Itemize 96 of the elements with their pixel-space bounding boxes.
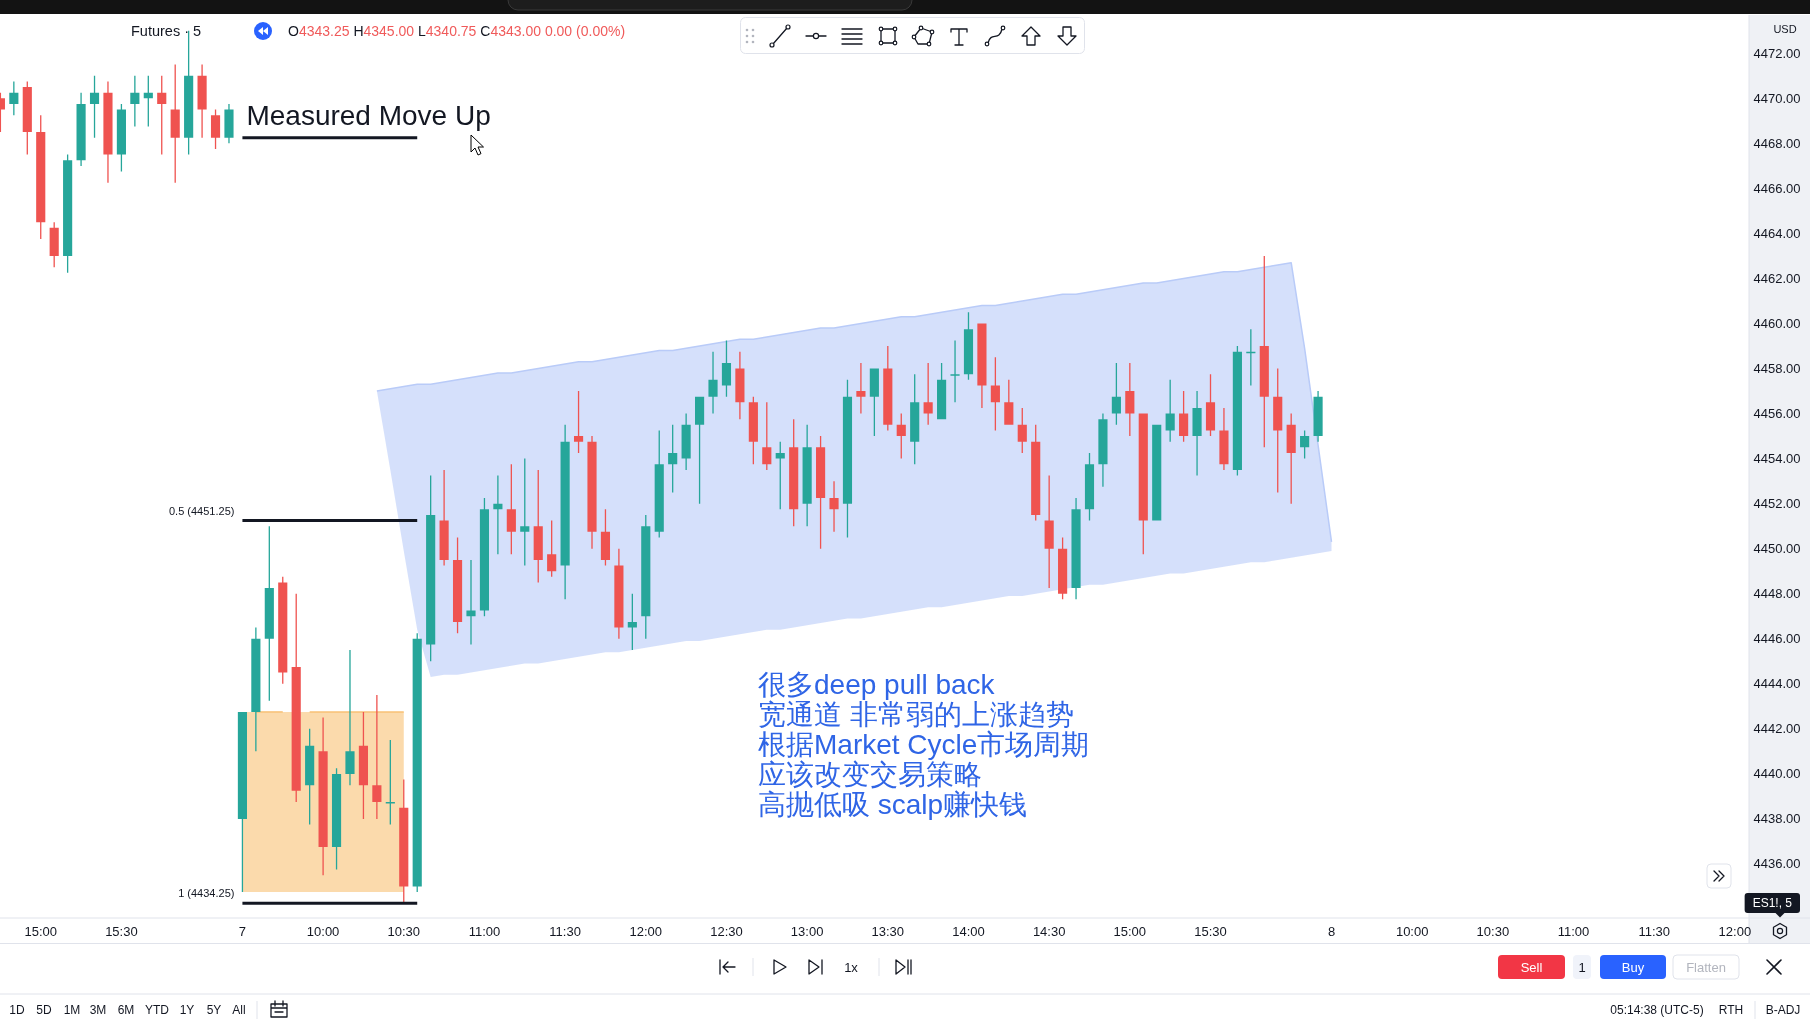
y-tick-label: 4462.00 <box>1753 270 1801 286</box>
x-tick-label: 13:00 <box>790 923 824 939</box>
annotation: 宽通道 非常弱的上涨趋势 <box>758 699 1074 730</box>
candlestick <box>1098 413 1108 487</box>
candlestick <box>735 351 745 420</box>
text: O4343.25 H4345.00 L4340.75 C4343.00 0.00 (0.00%) <box>288 23 626 39</box>
candlestick <box>950 340 960 403</box>
candlestick <box>856 362 866 414</box>
y-tick-label: 4456.00 <box>1753 406 1801 422</box>
x-tick-label: 13:30 <box>871 923 905 939</box>
x-tick-label: 15:30 <box>105 923 138 939</box>
text: Futures · 5 <box>131 23 202 39</box>
tooltip: ES1!, 5 <box>1744 893 1800 918</box>
candlestick <box>977 323 987 408</box>
text: 05:14:38 (UTC-5) <box>1610 1003 1704 1017</box>
x-tick-label: 10:30 <box>387 923 421 939</box>
y-tick-label: 4466.00 <box>1753 180 1801 196</box>
candlestick <box>466 559 476 645</box>
y-tick-label: 4438.00 <box>1753 811 1801 827</box>
candlestick <box>1219 407 1229 470</box>
text: 1Y <box>179 1003 195 1017</box>
x-tick-label: 12:30 <box>710 923 743 939</box>
y-tick-label: 4458.00 <box>1753 361 1801 377</box>
button: Buy <box>1600 955 1666 979</box>
text: 5D <box>36 1003 52 1017</box>
y-tick-label: 4450.00 <box>1753 541 1801 557</box>
candlestick <box>318 717 328 876</box>
candlestick <box>1071 498 1081 600</box>
x-tick-label: 15:00 <box>24 923 58 939</box>
text: YTD <box>145 1003 170 1017</box>
x-tick-label: 15:30 <box>1194 923 1227 939</box>
text: 5Y <box>206 1003 222 1017</box>
series-label: Measured Move Up <box>246 99 491 131</box>
x-tick-label: 14:30 <box>1032 923 1066 939</box>
y-tick-label: 4472.00 <box>1753 45 1801 61</box>
series-label: 1 (4434.25) <box>178 887 235 900</box>
y-tick-label: 4460.00 <box>1753 316 1801 332</box>
candlestick <box>681 413 691 470</box>
candlestick <box>829 481 839 532</box>
y-tick-label: 4442.00 <box>1753 721 1801 737</box>
x-tick-label: 8 <box>1327 923 1336 939</box>
y-tick-label: 4440.00 <box>1753 766 1801 782</box>
text: 6M <box>117 1003 135 1017</box>
text: 1D <box>9 1003 25 1017</box>
x-tick-label: 15:00 <box>1113 923 1147 939</box>
x-tick-label: 11:00 <box>468 923 501 939</box>
x-tick-label: 10:00 <box>306 923 340 939</box>
y-tick-label: 4448.00 <box>1753 586 1801 602</box>
x-tick-label: 10:30 <box>1476 923 1510 939</box>
text: All <box>232 1003 246 1017</box>
text: 3M <box>89 1003 107 1017</box>
y-tick-label: 4468.00 <box>1753 135 1801 151</box>
y-tick-label: 4446.00 <box>1753 631 1801 647</box>
series-label: 0.5 (4451.25) <box>168 504 235 517</box>
candlestick <box>345 650 355 786</box>
y-tick-label: 4436.00 <box>1753 856 1801 872</box>
text: RTH <box>1718 1003 1744 1017</box>
candlestick <box>1313 391 1323 442</box>
y-tick-label: 4470.00 <box>1753 90 1801 106</box>
annotation: 很多deep pull back <box>758 669 996 700</box>
text: 1x <box>844 959 859 975</box>
y-tick-label: 4454.00 <box>1753 451 1801 467</box>
y-tick-label: 4444.00 <box>1753 676 1801 692</box>
candlestick <box>130 75 140 127</box>
x-tick-label: 12:00 <box>629 923 663 939</box>
candlestick <box>103 81 113 183</box>
candlestick <box>251 627 261 752</box>
x-tick-label: 11:30 <box>549 923 581 939</box>
x-tick-label: 10:00 <box>1395 923 1429 939</box>
candlestick <box>802 424 812 527</box>
x-tick-label: 14:00 <box>952 923 985 939</box>
text: B-ADJ <box>1765 1003 1801 1017</box>
x-tick-label: 7 <box>238 923 247 939</box>
candlestick <box>493 475 503 555</box>
candlestick <box>1192 391 1202 476</box>
candlestick <box>587 436 597 549</box>
annotation: 应该改变交易策略 <box>758 759 982 790</box>
candlestick <box>372 695 382 819</box>
candlestick <box>614 548 624 639</box>
candlestick <box>197 64 207 138</box>
x-tick-label: 11:00 <box>1557 923 1590 939</box>
y-tick-label: 4452.00 <box>1753 496 1801 512</box>
annotation: 高抛低吸 scalp赚快钱 <box>758 789 1028 820</box>
button: Flatten <box>1672 954 1740 980</box>
candlestick <box>439 469 449 566</box>
candlestick <box>708 351 718 414</box>
annotation: 根据Market Cycle市场周期 <box>758 729 1090 760</box>
button: Sell <box>1498 955 1565 979</box>
button: 1 <box>1573 955 1591 979</box>
candlestick <box>224 103 234 144</box>
y-tick-label: 4464.00 <box>1753 225 1801 241</box>
x-tick-label: 11:30 <box>1638 923 1670 939</box>
y-axis-title: USD <box>1773 23 1797 35</box>
candlestick <box>923 362 933 425</box>
x-tick-label: 12:00 <box>1718 923 1752 939</box>
text: 1M <box>63 1003 81 1017</box>
